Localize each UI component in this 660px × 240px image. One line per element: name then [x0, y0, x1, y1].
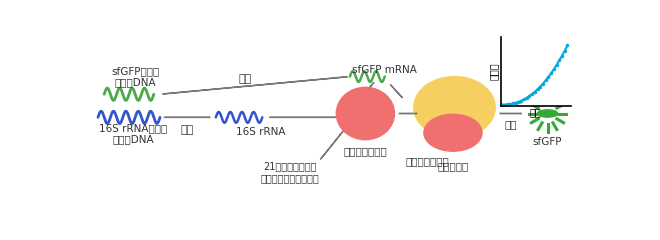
Text: 16S rRNA: 16S rRNA	[236, 126, 286, 137]
Text: 翻訳: 翻訳	[505, 120, 517, 130]
Circle shape	[537, 110, 558, 117]
Text: sfGFP: sfGFP	[533, 137, 562, 147]
Ellipse shape	[424, 114, 482, 151]
Text: sfGFP mRNA: sfGFP mRNA	[352, 65, 417, 75]
Text: 21種類の組み換え
リボソームタンパク質: 21種類の組み換え リボソームタンパク質	[261, 161, 319, 183]
Text: 16S rRNAの配列
を持つDNA: 16S rRNAの配列 を持つDNA	[99, 123, 167, 144]
Ellipse shape	[414, 77, 495, 138]
Text: 小サブユニット: 小サブユニット	[343, 146, 387, 156]
Ellipse shape	[337, 87, 395, 140]
Text: sfGFPの配列
を持つDNA: sfGFPの配列 を持つDNA	[111, 66, 159, 87]
Text: 大サブユニット: 大サブユニット	[405, 156, 449, 166]
Text: 転写: 転写	[239, 74, 252, 84]
Text: リボソーム: リボソーム	[438, 161, 469, 171]
Text: 転写: 転写	[180, 125, 194, 135]
